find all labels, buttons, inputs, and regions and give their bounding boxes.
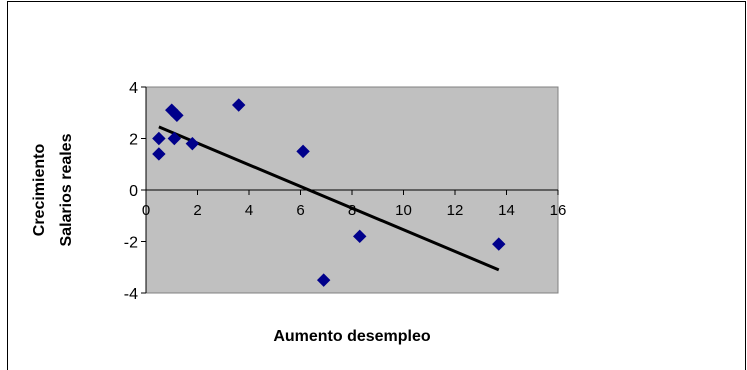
y-axis-ticks: -4 -2 0 2 4 <box>124 80 146 303</box>
x-tick-label: 0 <box>142 202 150 219</box>
x-tick-label: 16 <box>550 202 567 219</box>
x-tick-label: 10 <box>395 202 412 219</box>
x-tick-label: 6 <box>296 202 304 219</box>
y-tick-label: 2 <box>129 132 138 149</box>
x-tick-label: 14 <box>498 202 515 219</box>
y-axis-title-line-1: Crecimiento <box>31 144 48 237</box>
x-tick-label: 4 <box>245 202 253 219</box>
x-tick-label: 12 <box>447 202 464 219</box>
x-tick-label: 2 <box>193 202 201 219</box>
x-axis-title: Aumento desempleo <box>273 328 431 345</box>
y-tick-label: -4 <box>124 286 138 303</box>
y-tick-label: -2 <box>124 235 138 252</box>
y-tick-label: 0 <box>129 183 138 200</box>
y-axis-title-line-2: Salarios reales <box>58 133 75 246</box>
y-tick-label: 4 <box>129 80 138 97</box>
